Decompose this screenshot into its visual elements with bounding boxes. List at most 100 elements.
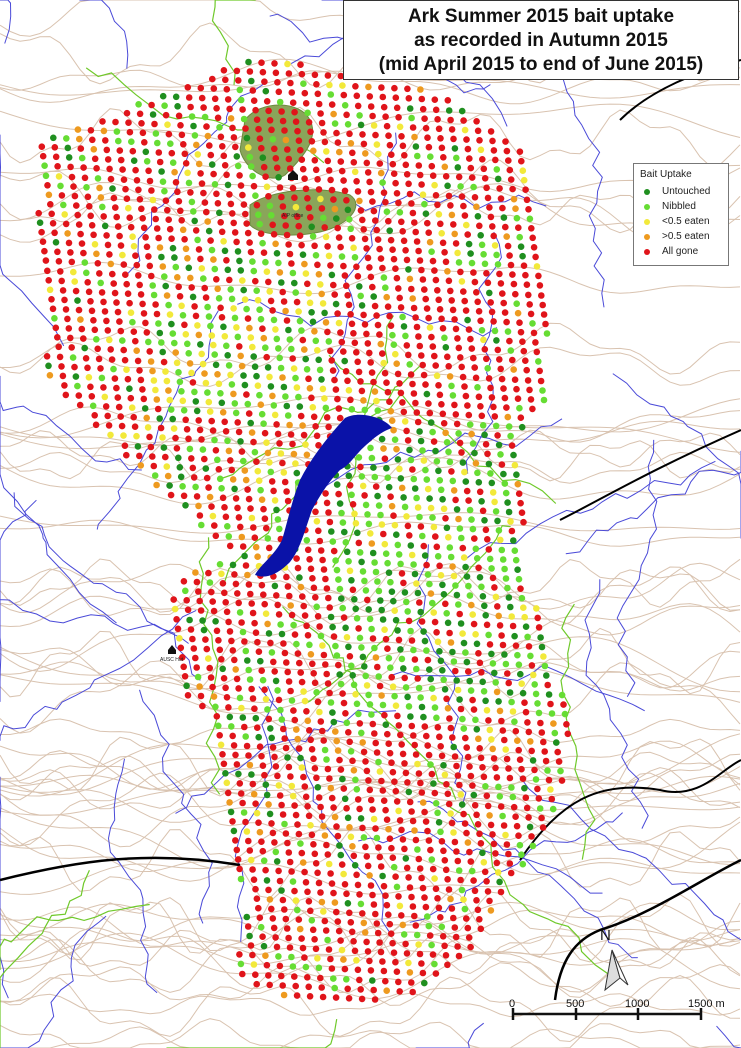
bait-station bbox=[270, 658, 277, 666]
bait-station bbox=[191, 217, 198, 225]
bait-station bbox=[416, 865, 424, 872]
bait-station bbox=[534, 614, 541, 622]
bait-station bbox=[500, 822, 508, 829]
bait-station bbox=[316, 366, 324, 374]
bait-station bbox=[395, 114, 402, 121]
bait-station bbox=[507, 518, 514, 525]
bait-station bbox=[425, 229, 433, 236]
bait-station bbox=[395, 636, 403, 644]
bait-station bbox=[230, 134, 238, 141]
bait-station bbox=[226, 191, 233, 198]
bait-station bbox=[276, 269, 284, 276]
bait-station bbox=[251, 619, 258, 627]
bait-station bbox=[229, 647, 237, 654]
bait-station bbox=[173, 359, 181, 367]
bait-station bbox=[48, 210, 55, 218]
bait-station bbox=[162, 197, 170, 204]
bait-station bbox=[452, 496, 459, 504]
bait-station bbox=[153, 481, 160, 489]
bait-station bbox=[318, 290, 326, 298]
bait-station bbox=[459, 544, 467, 552]
bait-station bbox=[48, 296, 55, 303]
bait-station bbox=[243, 134, 251, 142]
bait-station bbox=[351, 862, 359, 869]
bait-station bbox=[485, 460, 493, 468]
bait-station bbox=[264, 620, 271, 628]
bait-station bbox=[256, 914, 264, 921]
bait-station bbox=[416, 257, 424, 264]
bait-station bbox=[394, 370, 402, 378]
bait-station bbox=[198, 180, 206, 187]
bait-station bbox=[404, 522, 412, 530]
bait-station bbox=[224, 96, 232, 103]
bait-station bbox=[117, 156, 125, 164]
bait-station bbox=[503, 233, 511, 240]
bait-station bbox=[313, 81, 320, 88]
bait-station bbox=[273, 943, 281, 951]
bait-station bbox=[398, 133, 405, 140]
bait-station bbox=[378, 606, 386, 614]
bait-station bbox=[298, 327, 305, 334]
bait-station bbox=[135, 186, 142, 194]
bait-station bbox=[525, 728, 533, 736]
hut-icon bbox=[168, 645, 176, 654]
bait-station bbox=[551, 729, 559, 737]
bait-station bbox=[151, 206, 158, 213]
bait-station bbox=[389, 939, 396, 947]
bait-station bbox=[371, 559, 378, 566]
bait-station bbox=[527, 652, 534, 660]
bait-station bbox=[324, 680, 332, 687]
bait-station bbox=[293, 298, 301, 306]
bait-station bbox=[463, 487, 471, 495]
bait-station bbox=[399, 142, 407, 150]
bait-station bbox=[249, 695, 257, 702]
bait-station bbox=[366, 872, 373, 879]
bait-station bbox=[419, 191, 427, 198]
bait-station bbox=[415, 333, 422, 340]
bait-station bbox=[396, 902, 404, 910]
bait-station bbox=[382, 721, 390, 728]
bait-station bbox=[116, 318, 123, 325]
bait-station bbox=[61, 296, 68, 304]
bait-station bbox=[400, 665, 407, 672]
bait-station bbox=[184, 169, 191, 177]
bait-station bbox=[338, 861, 346, 868]
bait-station bbox=[421, 200, 428, 208]
bait-station bbox=[541, 662, 549, 670]
bait-station bbox=[130, 242, 138, 250]
legend-label: >0.5 eaten bbox=[662, 231, 710, 242]
bait-station bbox=[384, 474, 392, 482]
bait-station bbox=[205, 655, 212, 662]
bait-station bbox=[257, 486, 264, 494]
bait-station bbox=[369, 198, 376, 205]
bait-station bbox=[367, 444, 374, 452]
bait-station bbox=[414, 504, 422, 511]
legend-item-less-half: <0.5 eaten bbox=[640, 214, 728, 229]
bait-station bbox=[249, 343, 256, 351]
bait-station bbox=[183, 682, 190, 690]
bait-station bbox=[455, 344, 463, 352]
bait-station bbox=[314, 261, 321, 269]
bait-station bbox=[378, 435, 386, 443]
bait-station bbox=[117, 327, 125, 335]
bait-station bbox=[401, 760, 408, 767]
bait-station bbox=[368, 540, 376, 547]
bait-station bbox=[380, 359, 388, 367]
bait-station bbox=[524, 377, 532, 384]
bait-station bbox=[244, 400, 252, 408]
scale-label-1000: 1000 bbox=[625, 998, 650, 1010]
bait-station bbox=[346, 738, 354, 746]
bait-station bbox=[461, 383, 468, 390]
bait-station bbox=[340, 262, 347, 270]
bait-station bbox=[435, 819, 443, 826]
bait-station bbox=[372, 654, 380, 661]
bait-station bbox=[515, 224, 522, 231]
bait-station bbox=[235, 685, 242, 692]
bait-station bbox=[388, 673, 396, 681]
bait-station bbox=[248, 77, 255, 85]
bait-station bbox=[302, 355, 310, 363]
bait-station bbox=[324, 72, 332, 79]
bait-station bbox=[337, 766, 345, 773]
bait-station bbox=[505, 850, 512, 858]
